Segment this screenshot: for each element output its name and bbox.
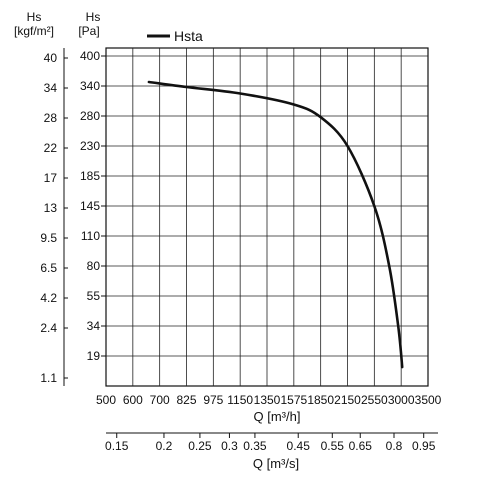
primary-x-tick-label: 1150 (227, 393, 253, 407)
secondary-y-tick-label: 1.1 (40, 371, 57, 385)
primary-y-tick-label: 55 (87, 289, 101, 303)
y-axis-ticks: 400 340 280 230 185 145 110 80 55 34 19 40 34 28 22 17 1… (40, 48, 106, 386)
primary-x-tick-label: 1575 (280, 393, 307, 407)
secondary-y-tick-label: 17 (44, 171, 58, 185)
primary-x-tick-label: 1350 (254, 393, 281, 407)
primary-x-tick-label: 3000 (388, 393, 415, 407)
primary-y-tick-label: 145 (80, 199, 100, 213)
secondary-x-tick-label: 0.3 (221, 439, 238, 453)
primary-y-tick-label: 185 (80, 169, 100, 183)
primary-x-tick-label: 600 (123, 393, 143, 407)
x-axis-ticks: 500 600 700 825 975 1150 1350 1575 1850 2150 2550 3… (96, 393, 442, 453)
x-secondary-axis-label: Q [m³/s] (253, 456, 299, 471)
legend-label: Hsta (174, 28, 203, 44)
secondary-x-tick-label: 0.8 (386, 439, 403, 453)
secondary-y-header-1: Hs (27, 10, 42, 24)
secondary-y-tick-label: 22 (44, 141, 58, 155)
secondary-y-header-2: [kgf/m²] (14, 24, 54, 38)
secondary-y-tick-label: 4.2 (40, 291, 57, 305)
secondary-y-tick-label: 40 (44, 51, 58, 65)
series-layer (147, 80, 404, 369)
primary-x-tick-label: 500 (96, 393, 116, 407)
primary-y-tick-label: 280 (80, 109, 100, 123)
primary-x-tick-label: 3500 (415, 393, 442, 407)
secondary-x-tick-label: 0.65 (349, 439, 373, 453)
x-primary-axis-label: Q [m³/h] (254, 409, 301, 424)
primary-y-tick-label: 230 (80, 139, 100, 153)
primary-x-tick-label: 2550 (361, 393, 388, 407)
primary-x-tick-label: 975 (203, 393, 223, 407)
secondary-x-tick-label: 0.15 (105, 439, 129, 453)
primary-x-tick-label: 825 (176, 393, 196, 407)
primary-y-tick-label: 340 (80, 79, 100, 93)
primary-y-tick-label: 400 (80, 49, 100, 63)
primary-x-tick-label: 1850 (307, 393, 334, 407)
plot-grid (105, 47, 429, 387)
secondary-y-tick-label: 9.5 (40, 231, 57, 245)
primary-y-tick-label: 19 (87, 349, 101, 363)
secondary-y-tick-label: 28 (44, 111, 58, 125)
secondary-y-tick-label: 34 (44, 81, 58, 95)
secondary-x-tick-label: 0.35 (243, 439, 267, 453)
primary-y-tick-label: 34 (87, 319, 101, 333)
primary-x-tick-label: 2150 (334, 393, 361, 407)
primary-y-tick-label: 80 (87, 259, 101, 273)
secondary-y-tick-label: 13 (44, 201, 58, 215)
secondary-y-tick-label: 6.5 (40, 261, 57, 275)
series-line-hsta (147, 80, 404, 369)
secondary-y-tick-label: 2.4 (40, 321, 57, 335)
primary-x-tick-label: 700 (150, 393, 170, 407)
secondary-x-tick-label: 0.2 (156, 439, 173, 453)
secondary-x-tick-label: 0.45 (287, 439, 311, 453)
primary-y-header-2: [Pa] (78, 24, 99, 38)
secondary-x-tick-label: 0.95 (412, 439, 436, 453)
primary-y-tick-label: 110 (81, 229, 100, 243)
primary-y-header-1: Hs (86, 10, 101, 24)
secondary-x-tick-label: 0.25 (188, 439, 212, 453)
secondary-x-tick-label: 0.55 (321, 439, 345, 453)
